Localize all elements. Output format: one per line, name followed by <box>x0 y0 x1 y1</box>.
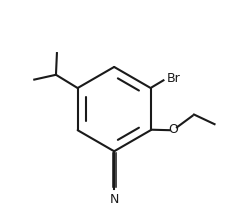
Text: O: O <box>168 123 178 136</box>
Text: N: N <box>110 193 119 206</box>
Text: Br: Br <box>167 72 180 85</box>
